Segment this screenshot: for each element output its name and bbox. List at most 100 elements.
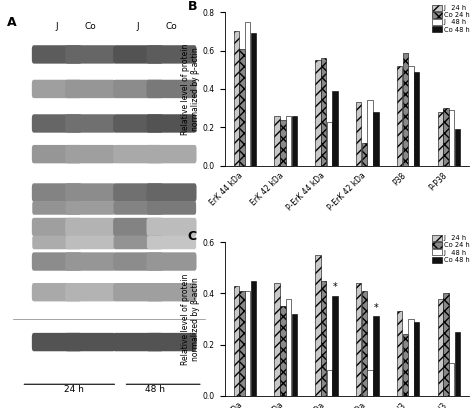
Bar xyxy=(373,112,379,166)
Y-axis label: Relative level of protein
normalized by β-actin: Relative level of protein normalized by … xyxy=(181,273,200,365)
FancyBboxPatch shape xyxy=(113,333,163,351)
FancyBboxPatch shape xyxy=(113,252,163,271)
Text: *: * xyxy=(333,282,337,292)
FancyBboxPatch shape xyxy=(113,114,163,133)
Text: C: C xyxy=(188,230,197,243)
Bar xyxy=(438,112,443,166)
Bar xyxy=(455,332,460,396)
Bar xyxy=(286,116,292,166)
Bar xyxy=(245,22,250,166)
Legend: J   24 h, Co 24 h, J   48 h, Co 48 h: J 24 h, Co 24 h, J 48 h, Co 48 h xyxy=(431,3,471,34)
Bar xyxy=(402,335,408,396)
FancyBboxPatch shape xyxy=(32,145,82,163)
FancyBboxPatch shape xyxy=(32,114,82,133)
Text: 48 h: 48 h xyxy=(145,385,165,394)
Text: Co: Co xyxy=(84,22,96,31)
Bar xyxy=(239,49,245,166)
Bar xyxy=(362,291,367,396)
FancyBboxPatch shape xyxy=(146,45,197,64)
FancyBboxPatch shape xyxy=(32,183,82,202)
FancyBboxPatch shape xyxy=(146,145,197,163)
Bar xyxy=(280,306,285,396)
Text: 24 h: 24 h xyxy=(64,385,83,394)
FancyBboxPatch shape xyxy=(65,333,115,351)
Text: B: B xyxy=(188,0,197,13)
Bar xyxy=(332,91,338,166)
Text: A: A xyxy=(7,16,17,29)
FancyBboxPatch shape xyxy=(146,218,197,236)
Bar xyxy=(321,281,327,396)
FancyBboxPatch shape xyxy=(113,145,163,163)
Bar xyxy=(455,129,460,166)
FancyBboxPatch shape xyxy=(65,201,115,215)
Bar xyxy=(292,314,297,396)
FancyBboxPatch shape xyxy=(146,333,197,351)
FancyBboxPatch shape xyxy=(114,201,163,215)
FancyBboxPatch shape xyxy=(146,252,197,271)
Bar xyxy=(356,102,362,166)
FancyBboxPatch shape xyxy=(65,145,115,163)
FancyBboxPatch shape xyxy=(114,235,163,249)
FancyBboxPatch shape xyxy=(146,283,197,302)
Bar xyxy=(239,291,245,396)
FancyBboxPatch shape xyxy=(65,45,115,64)
FancyBboxPatch shape xyxy=(32,333,82,351)
FancyBboxPatch shape xyxy=(32,235,82,249)
Bar xyxy=(402,53,408,166)
Bar xyxy=(408,319,414,396)
Bar xyxy=(414,72,419,166)
Bar xyxy=(449,110,455,166)
Bar xyxy=(332,296,338,396)
Bar xyxy=(362,143,367,166)
FancyBboxPatch shape xyxy=(65,183,115,202)
Bar xyxy=(414,322,419,396)
FancyBboxPatch shape xyxy=(113,80,163,98)
Bar xyxy=(315,255,320,396)
FancyBboxPatch shape xyxy=(65,114,115,133)
Bar xyxy=(443,108,449,166)
Bar xyxy=(443,293,449,396)
Bar xyxy=(327,370,332,396)
Bar xyxy=(251,33,256,166)
FancyBboxPatch shape xyxy=(65,283,115,302)
Bar xyxy=(280,120,285,166)
Bar xyxy=(408,66,414,166)
FancyBboxPatch shape xyxy=(65,218,115,236)
FancyBboxPatch shape xyxy=(113,183,163,202)
Bar xyxy=(245,291,250,396)
Legend: J   24 h, Co 24 h, J   48 h, Co 48 h: J 24 h, Co 24 h, J 48 h, Co 48 h xyxy=(431,233,471,264)
FancyBboxPatch shape xyxy=(32,45,82,64)
FancyBboxPatch shape xyxy=(32,283,82,302)
FancyBboxPatch shape xyxy=(65,235,115,249)
Bar xyxy=(438,299,443,396)
FancyBboxPatch shape xyxy=(146,114,197,133)
Bar xyxy=(367,370,373,396)
Bar xyxy=(234,286,239,396)
FancyBboxPatch shape xyxy=(32,252,82,271)
FancyBboxPatch shape xyxy=(113,45,163,64)
Bar xyxy=(315,60,320,166)
Text: Co: Co xyxy=(165,22,177,31)
Text: J: J xyxy=(55,22,58,31)
Bar xyxy=(449,363,455,396)
Bar xyxy=(327,122,332,166)
FancyBboxPatch shape xyxy=(147,235,196,249)
FancyBboxPatch shape xyxy=(32,201,82,215)
FancyBboxPatch shape xyxy=(113,283,163,302)
FancyBboxPatch shape xyxy=(113,218,163,236)
Bar xyxy=(367,100,373,166)
Bar xyxy=(234,31,239,166)
Bar xyxy=(373,317,379,396)
Bar xyxy=(397,66,402,166)
FancyBboxPatch shape xyxy=(65,252,115,271)
Bar xyxy=(251,281,256,396)
FancyBboxPatch shape xyxy=(146,80,197,98)
Bar xyxy=(321,58,327,166)
Y-axis label: Relative level of protein
normalized by β-actin: Relative level of protein normalized by … xyxy=(181,43,200,135)
FancyBboxPatch shape xyxy=(32,80,82,98)
Bar xyxy=(274,283,280,396)
FancyBboxPatch shape xyxy=(147,201,196,215)
FancyBboxPatch shape xyxy=(65,80,115,98)
FancyBboxPatch shape xyxy=(146,183,197,202)
Bar xyxy=(292,116,297,166)
